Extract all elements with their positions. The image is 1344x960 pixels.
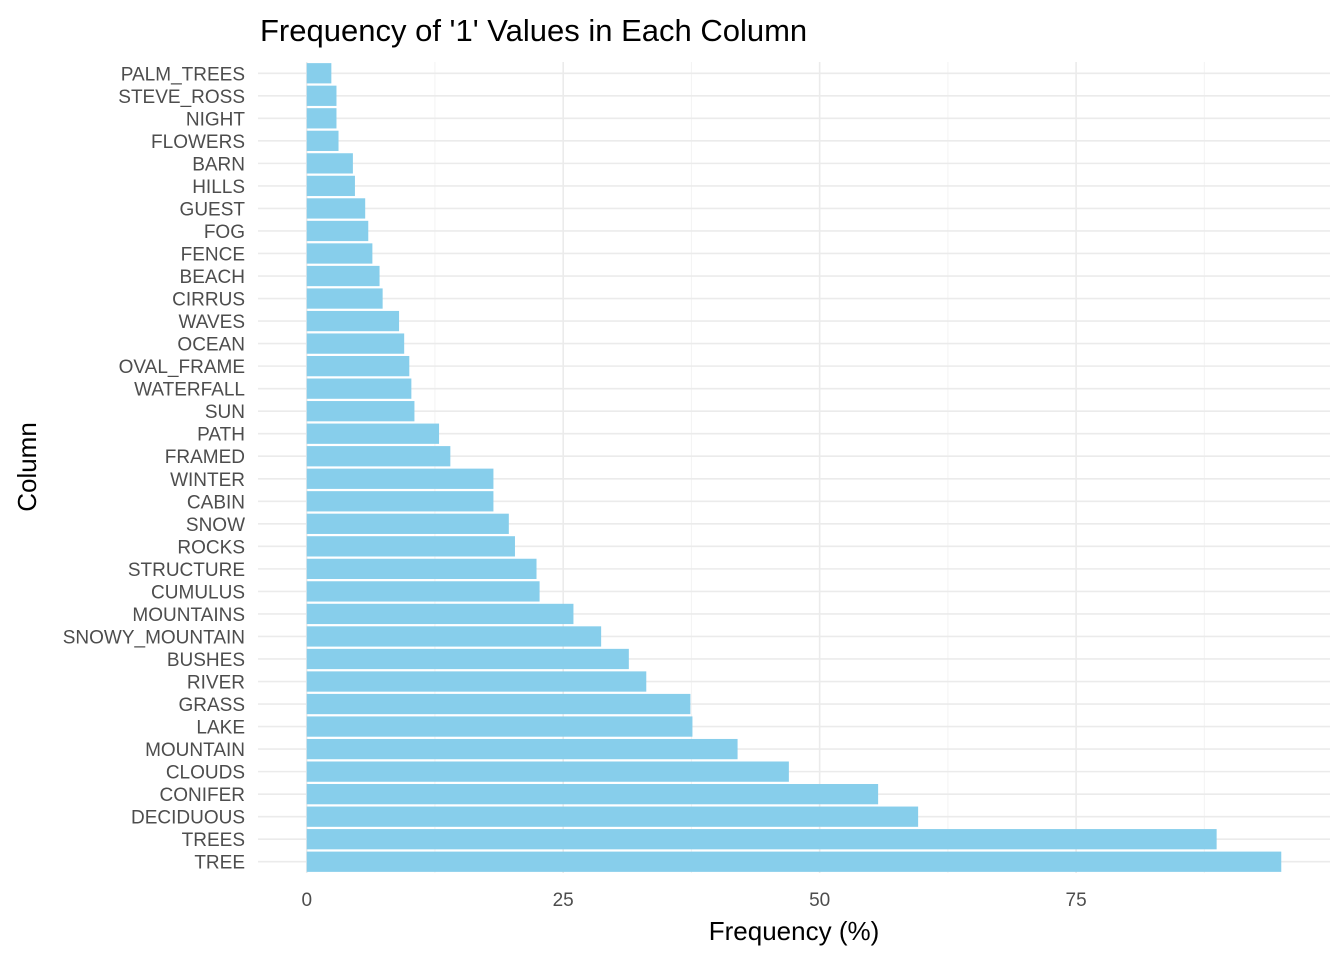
y-tick-label: SNOWY_MOUNTAIN xyxy=(63,627,245,648)
y-tick-label: DECIDUOUS xyxy=(131,808,245,829)
bar-mountains xyxy=(306,603,574,625)
x-axis-title: Frequency (%) xyxy=(709,916,880,946)
bar-clouds xyxy=(306,761,789,782)
bar-fog xyxy=(306,220,369,242)
y-axis-title: Column xyxy=(12,422,42,512)
y-tick-label: CIRRUS xyxy=(172,290,245,311)
y-axis-ticks: TREETREESDECIDUOUSCONIFERCLOUDSMOUNTAINL… xyxy=(63,64,246,873)
y-tick-label: WINTER xyxy=(170,470,245,491)
bar-cirrus xyxy=(306,288,383,309)
x-tick-label: 0 xyxy=(301,890,312,911)
bar-path xyxy=(306,423,440,444)
bar-cumulus xyxy=(306,581,540,602)
bar-hills xyxy=(306,175,355,197)
bar-palm-trees xyxy=(306,63,332,84)
bar-river xyxy=(306,671,647,692)
y-tick-label: WATERFALL xyxy=(134,380,245,401)
bar-structure xyxy=(306,558,537,580)
bar-sun xyxy=(306,401,415,422)
bar-ocean xyxy=(306,333,405,354)
chart-title: Frequency of '1' Values in Each Column xyxy=(260,13,807,48)
y-tick-label: LAKE xyxy=(196,718,245,739)
bar-tree xyxy=(306,851,1282,872)
bar-framed xyxy=(306,446,451,467)
bar-snowy-mountain xyxy=(306,626,602,647)
bar-beach xyxy=(306,265,380,287)
y-tick-label: SUN xyxy=(205,402,245,423)
bar-rocks xyxy=(306,536,515,557)
y-tick-label: ROCKS xyxy=(177,537,245,558)
y-tick-label: HILLS xyxy=(192,177,245,198)
y-tick-label: WAVES xyxy=(178,312,245,333)
y-tick-label: FLOWERS xyxy=(151,132,245,153)
bar-mountain xyxy=(306,738,738,760)
bar-night xyxy=(306,108,337,129)
bar-lake xyxy=(306,716,693,737)
y-tick-label: BUSHES xyxy=(167,650,245,671)
bar-bushes xyxy=(306,648,629,670)
y-tick-label: FENCE xyxy=(181,244,245,265)
bar-grass xyxy=(306,693,691,715)
y-tick-label: SNOW xyxy=(186,515,245,536)
bar-waterfall xyxy=(306,378,412,399)
bar-snow xyxy=(306,513,509,534)
y-tick-label: MOUNTAINS xyxy=(132,605,245,626)
bar-deciduous xyxy=(306,806,919,827)
y-tick-label: FOG xyxy=(204,222,245,243)
y-tick-label: STEVE_ROSS xyxy=(118,87,245,108)
y-tick-label: CUMULUS xyxy=(151,582,245,603)
bar-guest xyxy=(306,198,366,219)
y-tick-label: PALM_TREES xyxy=(121,64,245,85)
bar-waves xyxy=(306,310,400,332)
y-tick-label: STRUCTURE xyxy=(128,560,245,581)
y-tick-label: GUEST xyxy=(180,199,246,220)
y-tick-label: CABIN xyxy=(187,492,245,513)
y-tick-label: NIGHT xyxy=(186,109,246,130)
x-tick-label: 75 xyxy=(1066,890,1087,911)
y-tick-label: CLOUDS xyxy=(166,763,245,784)
bar-trees xyxy=(306,829,1217,850)
y-tick-label: MOUNTAIN xyxy=(145,740,245,761)
y-tick-label: BEACH xyxy=(180,267,245,288)
x-axis-ticks: 0 25 50 75 xyxy=(301,890,1086,911)
bar-steve-ross xyxy=(306,85,337,106)
y-tick-label: PATH xyxy=(197,425,245,446)
bar-cabin xyxy=(306,491,494,512)
y-tick-label: TREES xyxy=(182,830,245,851)
y-tick-label: FRAMED xyxy=(165,447,245,468)
x-tick-label: 50 xyxy=(809,890,830,911)
y-tick-label: BARN xyxy=(192,154,245,175)
y-tick-label: TREE xyxy=(194,853,245,874)
bar-oval-frame xyxy=(306,355,410,377)
bars xyxy=(306,63,1282,872)
bar-winter xyxy=(306,468,494,489)
y-tick-label: OVAL_FRAME xyxy=(119,357,245,378)
y-tick-label: GRASS xyxy=(178,695,245,716)
bar-barn xyxy=(306,153,353,174)
y-tick-label: RIVER xyxy=(187,673,245,694)
x-tick-label: 25 xyxy=(553,890,574,911)
bar-conifer xyxy=(306,784,879,805)
bar-flowers xyxy=(306,130,339,151)
y-tick-label: CONIFER xyxy=(160,785,246,806)
bar-fence xyxy=(306,243,373,264)
y-tick-label: OCEAN xyxy=(177,335,245,356)
